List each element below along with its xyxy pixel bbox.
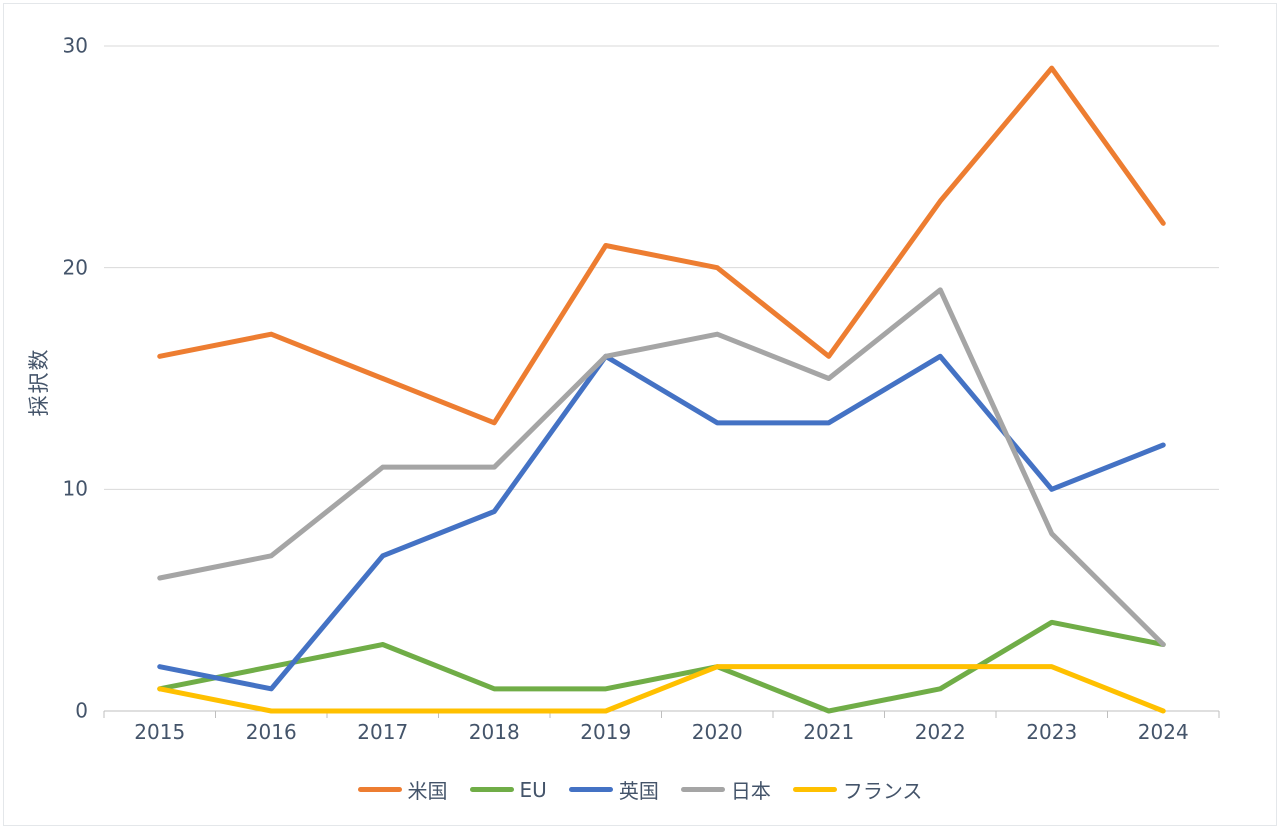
series-line-フランス [157, 664, 1166, 714]
y-axis-title: 採択数 [27, 347, 51, 417]
legend-label: 英国 [618, 779, 659, 803]
y-tick-label-0: 0 [75, 698, 88, 723]
x-tick-label-2022: 2022 [914, 720, 966, 744]
series-line-EU [157, 619, 1166, 714]
chart-frame-border [3, 3, 1277, 826]
legend-item-日本: 日本 [680, 775, 771, 804]
x-tick-label-2017: 2017 [357, 720, 409, 744]
x-tick-label-2016: 2016 [245, 720, 297, 744]
legend-label: 日本 [730, 779, 771, 803]
x-tick-label-2021: 2021 [803, 720, 855, 744]
legend-label: EU [519, 777, 547, 802]
legend-line-marker [792, 787, 837, 792]
y-tick-label-10: 10 [62, 476, 88, 501]
x-tick-label-2020: 2020 [691, 720, 743, 744]
y-tick-label-20: 20 [62, 255, 88, 280]
legend-item-米国: 米国 [357, 775, 448, 804]
legend-line-marker [469, 787, 514, 792]
legend-item-EU: EU [469, 777, 547, 802]
x-tick-label-2015: 2015 [134, 720, 186, 744]
legend-line-marker [568, 787, 613, 792]
x-tick-label-2023: 2023 [1026, 720, 1078, 744]
series-line-米国 [157, 65, 1166, 426]
legend-line-marker [357, 787, 402, 792]
legend-line-marker [680, 787, 725, 792]
y-tick-label-30: 30 [62, 33, 88, 58]
legend-item-英国: 英国 [568, 775, 659, 804]
legend-label: 米国 [407, 779, 448, 803]
series-line-英国 [157, 353, 1166, 692]
series-line-日本 [157, 287, 1166, 647]
legend-label: フランス [842, 779, 923, 803]
legend-item-フランス: フランス [792, 775, 923, 804]
x-tick-label-2019: 2019 [580, 720, 632, 744]
x-tick-label-2018: 2018 [468, 720, 520, 744]
x-tick-label-2024: 2024 [1137, 720, 1189, 744]
legend: 米国 EU 英国 日本 フランス [0, 775, 1280, 804]
